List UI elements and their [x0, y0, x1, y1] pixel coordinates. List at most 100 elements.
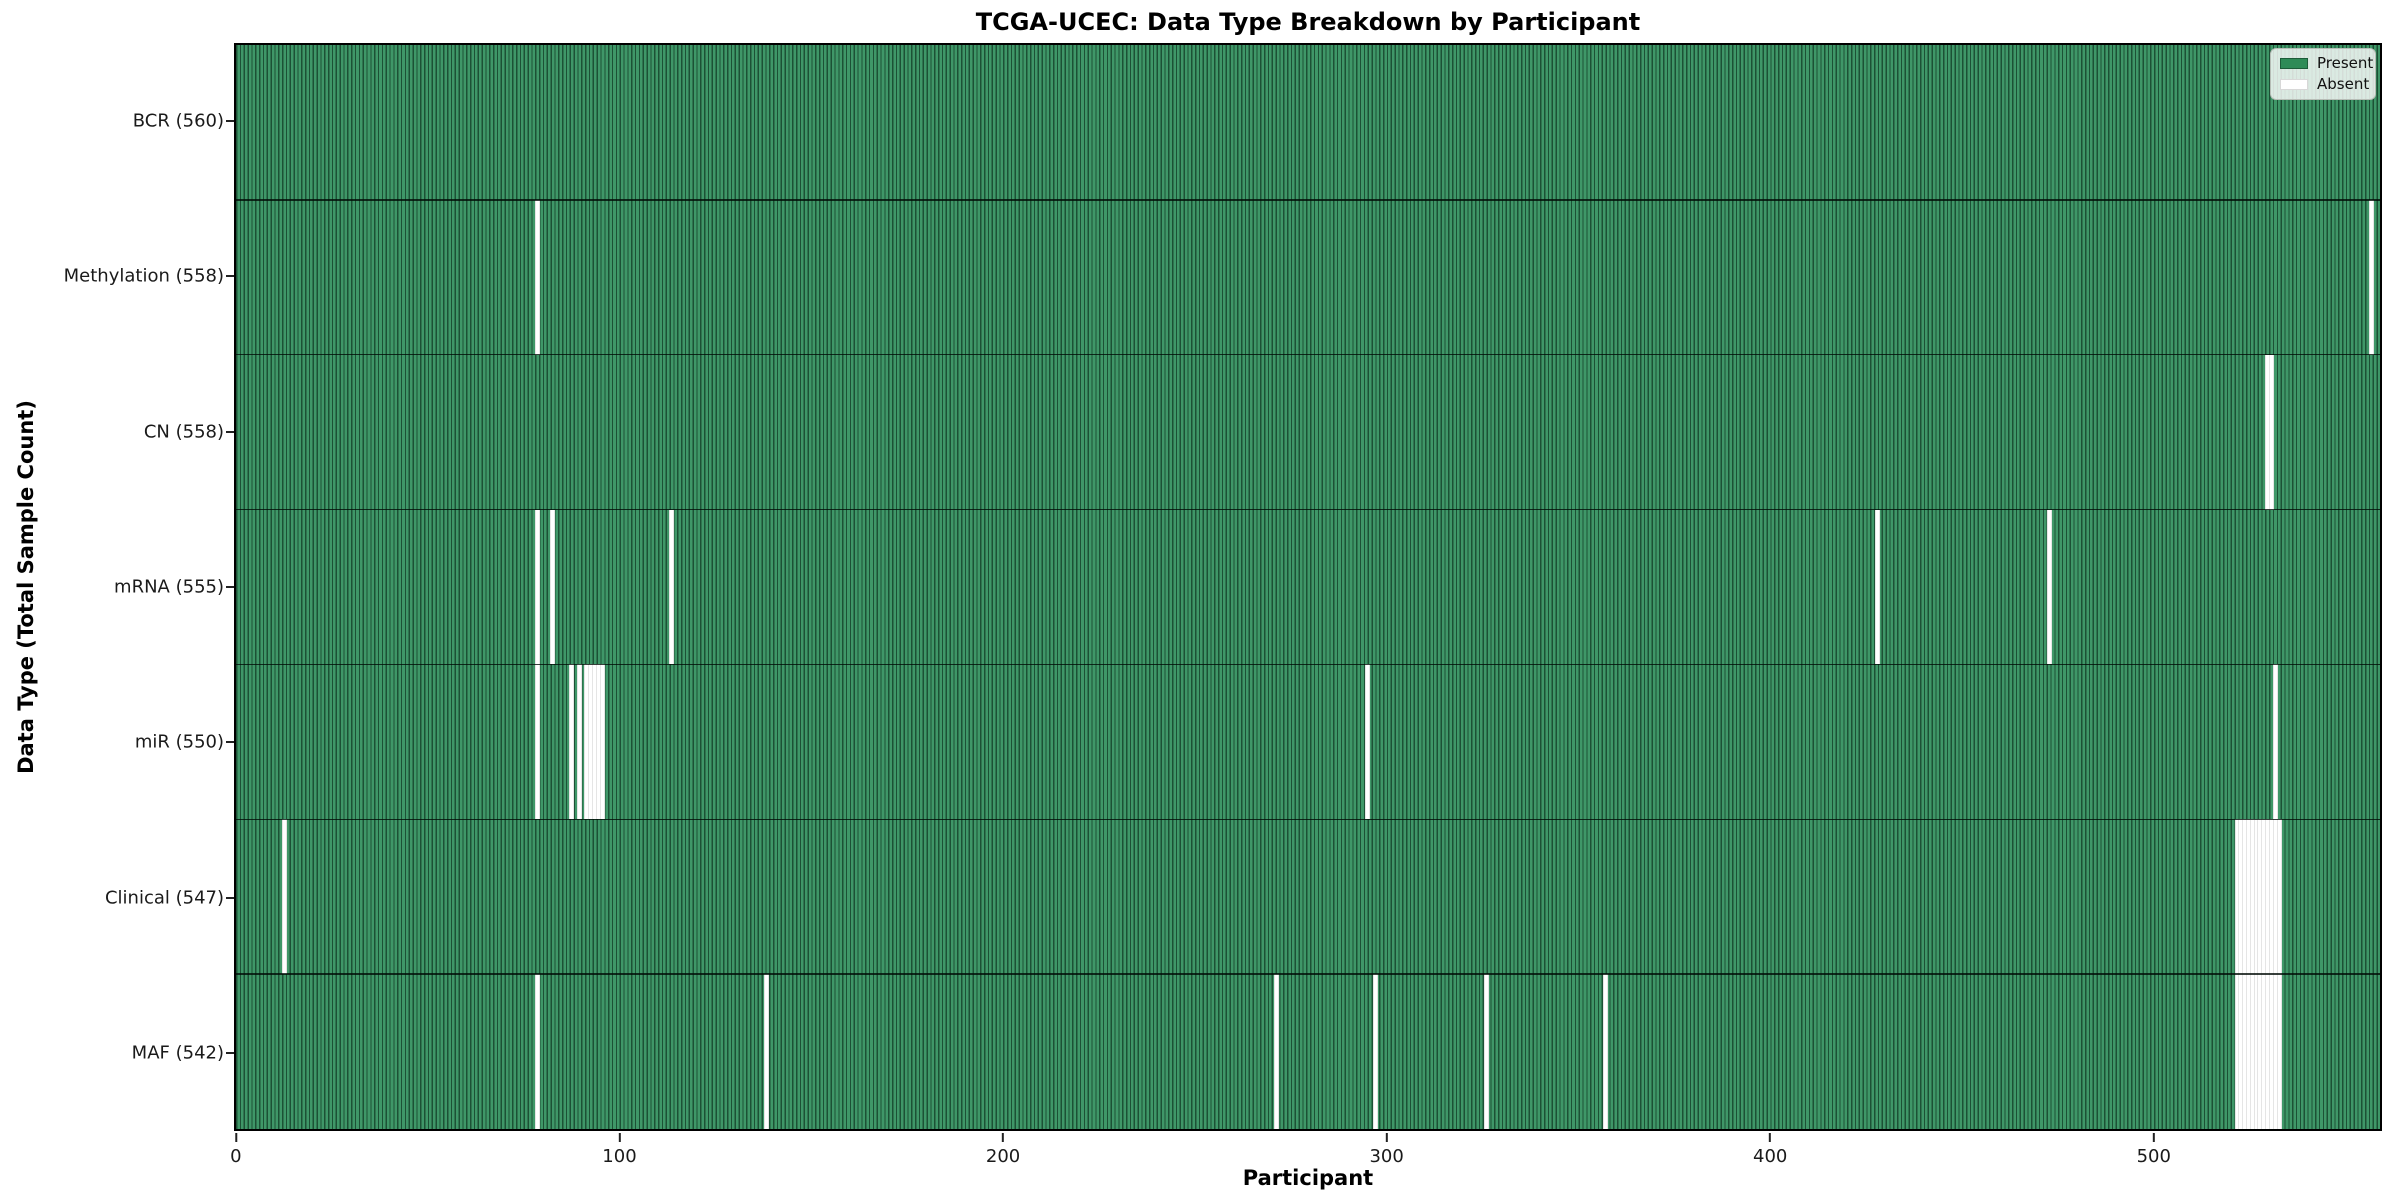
x-tick-mark	[234, 1133, 237, 1142]
absent-gap	[2268, 974, 2274, 1129]
absent-gap	[764, 974, 770, 1129]
y-tick-label-mrna: mRNA (555)	[114, 576, 224, 598]
y-tick-label-bcr: BCR (560)	[132, 110, 224, 132]
absent-gap	[2261, 819, 2267, 975]
absent-gap	[2272, 974, 2278, 1129]
absent-gap	[2234, 819, 2240, 975]
x-tick-200: 200	[986, 1131, 1020, 1167]
absent-gap	[2261, 974, 2267, 1129]
x-tick-100: 100	[602, 1131, 637, 1167]
absent-gap	[1373, 974, 1379, 1129]
absent-gap	[2265, 974, 2271, 1129]
absent-gap	[1273, 974, 1279, 1129]
matrix-row-maf	[236, 974, 2380, 1129]
x-tick-label: 400	[1753, 1146, 1788, 1167]
y-tick-mark	[226, 741, 234, 744]
legend-label: Present	[2317, 54, 2374, 72]
absent-gap	[2234, 974, 2240, 1129]
x-tick-400: 400	[1753, 1131, 1787, 1167]
absent-gap	[1602, 974, 1608, 1129]
absent-gap	[1874, 509, 1880, 665]
legend-swatch-absent	[2280, 79, 2308, 90]
absent-gap	[569, 664, 575, 820]
x-tick-label: 300	[1369, 1146, 1404, 1167]
x-tick-mark	[1002, 1133, 1005, 1142]
absent-gap	[2368, 199, 2374, 355]
absent-gap	[2272, 819, 2278, 975]
y-tick-mark	[226, 119, 234, 122]
y-tick-mark	[226, 275, 234, 278]
absent-gap	[2276, 819, 2282, 975]
absent-gap	[2272, 664, 2278, 820]
absent-gap	[2268, 354, 2274, 510]
y-tick-mark	[226, 1052, 234, 1055]
row-separator	[236, 663, 2380, 666]
y-tick-label-cn: CN (558)	[143, 421, 224, 443]
x-axis-label: Participant	[1242, 1166, 1374, 1190]
legend-swatch-present	[2280, 58, 2308, 69]
matrix-row-methylation	[236, 199, 2380, 355]
absent-gap	[534, 974, 540, 1129]
absent-gap	[595, 664, 601, 820]
legend-label: Absent	[2317, 75, 2370, 93]
matrix-row-clinical	[236, 819, 2380, 975]
row-separator	[236, 818, 2380, 820]
absent-gap	[2238, 819, 2244, 975]
x-tick-label: 100	[602, 1146, 637, 1167]
absent-gap	[2276, 974, 2282, 1129]
x-tick-label: 0	[230, 1146, 242, 1167]
absent-gap	[576, 664, 582, 820]
y-tick-mark	[226, 586, 234, 588]
matrix-row-bcr	[236, 45, 2380, 200]
absent-gap	[281, 819, 287, 975]
x-tick-0: 0	[230, 1131, 242, 1167]
legend-item-absent: Absent	[2280, 75, 2370, 93]
absent-gap	[549, 509, 555, 665]
matrix-row-mir	[236, 664, 2380, 820]
row-separator	[236, 199, 2380, 201]
absent-gap	[534, 664, 540, 820]
x-tick-mark	[2152, 1133, 2155, 1142]
y-tick-label-maf: MAF (542)	[131, 1042, 224, 1064]
plot-area	[234, 43, 2382, 1131]
y-axis-ticks: BCR (560) Methylation (558) CN (558) mRNA (…	[0, 43, 234, 1131]
legend-item-present: Present	[2280, 56, 2373, 71]
x-tick-500: 500	[2137, 1131, 2171, 1167]
absent-gap	[592, 664, 598, 820]
absent-gap	[534, 509, 540, 665]
absent-gap	[2046, 509, 2052, 665]
absent-gap	[2249, 974, 2255, 1129]
x-tick-label: 200	[985, 1146, 1021, 1167]
absent-gap	[2238, 974, 2244, 1129]
x-tick-label: 500	[2136, 1146, 2171, 1167]
absent-gap	[1365, 664, 1371, 820]
absent-gap	[2257, 974, 2263, 1129]
absent-gap	[2242, 974, 2248, 1129]
absent-gap	[2257, 819, 2263, 975]
absent-gap	[2246, 819, 2252, 975]
absent-gap	[2242, 819, 2248, 975]
absent-gap	[1484, 974, 1490, 1129]
legend-box: Present Absent	[2270, 48, 2376, 100]
y-tick-mark	[226, 430, 234, 433]
y-tick-label-clinical: Clinical (547)	[104, 887, 224, 909]
absent-gap	[2253, 974, 2259, 1129]
x-tick-mark	[1769, 1133, 1772, 1142]
row-separator	[236, 508, 2380, 511]
y-tick-mark	[226, 896, 234, 899]
absent-gap	[534, 199, 540, 355]
absent-gap	[584, 664, 590, 820]
absent-gap	[2265, 354, 2271, 510]
x-tick-300: 300	[1369, 1131, 1404, 1167]
absent-gap	[599, 664, 605, 820]
chart-title: TCGA-UCEC: Data Type Breakdown by Partic…	[975, 8, 1641, 36]
x-tick-mark	[1385, 1133, 1388, 1142]
absent-gap	[588, 664, 594, 820]
absent-gap	[2268, 819, 2274, 975]
absent-gap	[2253, 819, 2259, 975]
row-separator	[236, 354, 2380, 356]
absent-gap	[2249, 819, 2255, 975]
x-tick-mark	[618, 1133, 621, 1142]
row-separator	[236, 973, 2380, 975]
x-axis-ticks: 0 100 200 300 400 500	[230, 1131, 2382, 1191]
